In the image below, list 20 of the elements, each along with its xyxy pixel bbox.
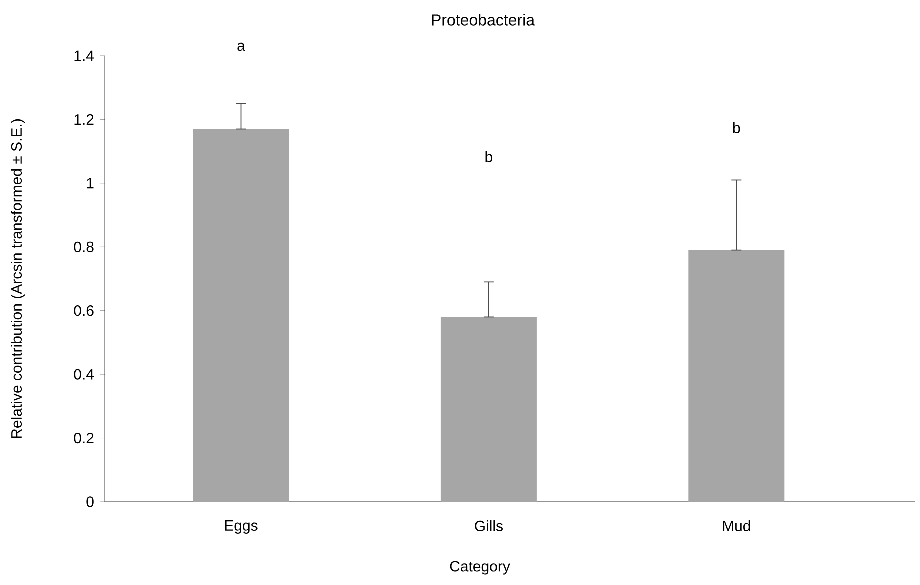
x-tick-label: Eggs bbox=[225, 520, 258, 534]
y-axis-title: Relative contribution (Arcsin transformed ± S.E.) bbox=[11, 120, 25, 438]
y-tick-label: 0.8 bbox=[74, 242, 94, 252]
y-tick-label: 1.4 bbox=[74, 50, 94, 62]
y-tick-label: 1.2 bbox=[74, 114, 94, 125]
annotation: b bbox=[486, 151, 492, 162]
x-axis-title: Category bbox=[450, 561, 510, 575]
bar bbox=[688, 250, 785, 502]
y-tick-label: 0.2 bbox=[74, 432, 94, 444]
y-tick-label: 1 bbox=[87, 178, 94, 189]
y-tick-label: 0 bbox=[86, 496, 94, 508]
bar bbox=[440, 317, 537, 502]
chart-title: Proteobacteria bbox=[432, 14, 536, 26]
x-tick-label: Gills bbox=[475, 520, 503, 532]
y-tick-label: 0.6 bbox=[74, 306, 94, 316]
y-tick-label: 0.4 bbox=[74, 369, 94, 380]
text: a bbox=[238, 42, 246, 52]
annotation: b bbox=[733, 122, 740, 134]
bar bbox=[193, 129, 290, 502]
x-tick-label: Mud bbox=[723, 520, 750, 532]
